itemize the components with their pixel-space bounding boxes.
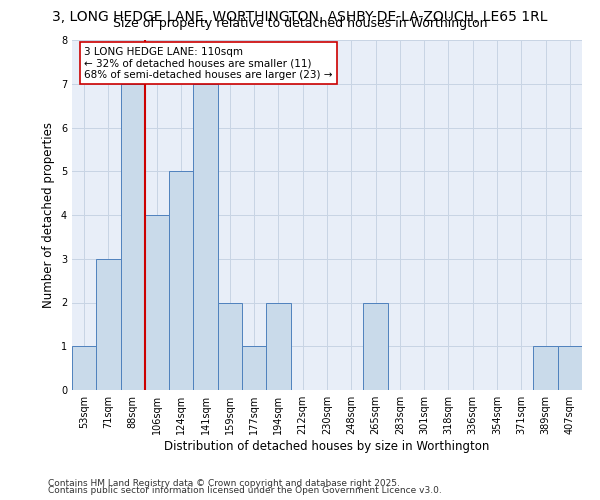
Bar bbox=[96, 259, 121, 390]
Bar bbox=[364, 302, 388, 390]
Bar bbox=[242, 346, 266, 390]
Text: Contains public sector information licensed under the Open Government Licence v3: Contains public sector information licen… bbox=[48, 486, 442, 495]
Y-axis label: Number of detached properties: Number of detached properties bbox=[43, 122, 55, 308]
Text: 3, LONG HEDGE LANE, WORTHINGTON, ASHBY-DE-LA-ZOUCH, LE65 1RL: 3, LONG HEDGE LANE, WORTHINGTON, ASHBY-D… bbox=[52, 10, 548, 24]
Bar bbox=[72, 346, 96, 390]
Bar bbox=[193, 84, 218, 390]
Text: Size of property relative to detached houses in Worthington: Size of property relative to detached ho… bbox=[113, 18, 487, 30]
Text: Contains HM Land Registry data © Crown copyright and database right 2025.: Contains HM Land Registry data © Crown c… bbox=[48, 478, 400, 488]
Bar bbox=[145, 215, 169, 390]
X-axis label: Distribution of detached houses by size in Worthington: Distribution of detached houses by size … bbox=[164, 440, 490, 453]
Bar bbox=[169, 171, 193, 390]
Bar bbox=[218, 302, 242, 390]
Text: 3 LONG HEDGE LANE: 110sqm
← 32% of detached houses are smaller (11)
68% of semi-: 3 LONG HEDGE LANE: 110sqm ← 32% of detac… bbox=[85, 46, 333, 80]
Bar bbox=[121, 84, 145, 390]
Bar bbox=[558, 346, 582, 390]
Bar bbox=[266, 302, 290, 390]
Bar bbox=[533, 346, 558, 390]
